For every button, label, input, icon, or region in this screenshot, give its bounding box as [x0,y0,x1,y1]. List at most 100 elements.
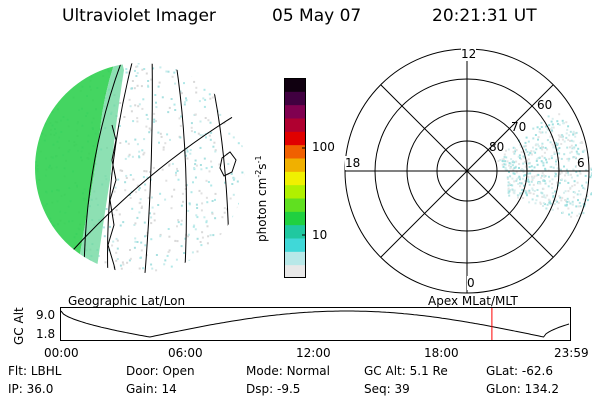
speckle [537,136,540,139]
speckle [139,198,142,201]
speckle [182,200,184,203]
speckle [76,80,79,82]
time-tick-0600: 06:00 [168,346,203,360]
speckle [572,147,575,150]
speckle [578,212,581,215]
speckle [228,132,231,135]
speckle [206,201,209,204]
speckle [104,285,106,287]
speckle [30,158,32,160]
speckle [574,191,576,194]
speckle [37,215,40,218]
speckle [193,131,196,134]
speckle [187,233,190,236]
speckle [58,268,60,271]
colorbar-segment [284,198,306,212]
speckle [59,58,61,60]
speckle [35,65,37,68]
speckle [153,118,156,121]
speckle [196,267,199,270]
speckle [183,103,186,106]
speckle [526,194,528,197]
speckle [518,163,521,165]
speckle [24,167,26,169]
speckle [168,164,171,167]
speckle [143,221,146,224]
speckle [247,72,249,74]
speckle [229,197,232,200]
speckle [528,162,531,165]
speckle [165,70,168,73]
speckle [189,285,191,287]
speckle [180,219,183,222]
speckle [553,153,556,155]
speckle [32,183,34,185]
speckle [243,247,245,250]
speckle [560,143,563,145]
speckle [31,138,33,140]
speckle [65,51,67,53]
speckle [113,190,116,193]
speckle [234,78,237,81]
speckle [134,69,136,72]
speckle [127,288,129,290]
speckle [47,259,50,262]
speckle [25,276,27,278]
speckle [243,50,245,52]
speckle [542,202,545,205]
colorbar-segment [284,264,306,278]
speckle [191,74,194,77]
speckle [140,256,142,259]
speckle [205,269,208,272]
speckle [179,136,182,139]
speckle [192,225,195,228]
speckle [49,272,52,273]
speckle [569,151,572,154]
speckle [198,100,201,103]
speckle [251,122,253,124]
speckle [94,65,97,68]
speckle [590,174,592,177]
speckle [513,189,516,192]
speckle [251,52,253,54]
speckle [553,151,556,154]
speckle [204,260,207,263]
speckle [28,240,30,242]
speckle [142,267,145,270]
speckle [185,99,188,102]
speckle [203,157,206,160]
speckle [530,153,533,156]
speckle [559,172,562,175]
speckle [37,263,40,266]
speckle [211,200,214,202]
speckle [138,211,141,214]
speckle [520,182,523,185]
speckle [75,268,78,271]
speckle [537,173,540,176]
speckle [53,104,56,106]
speckle [168,106,171,109]
speckle [526,161,529,164]
mlat-label-60: 60 [537,98,553,112]
speckle [589,176,592,179]
speckle [43,64,46,67]
speckle [199,241,202,243]
speckle [569,146,571,149]
altitude-ylabel: GC Alt [12,307,26,345]
speckle [572,132,575,135]
speckle [234,271,236,273]
speckle [35,79,37,82]
speckle [104,261,107,264]
speckle [556,148,559,151]
speckle [567,181,570,184]
speckle [524,174,527,176]
speckle [180,204,183,207]
speckle [52,235,54,238]
speckle [526,180,529,183]
speckle [26,150,28,152]
speckle [208,134,211,137]
speckle [567,190,570,193]
speckle [546,128,549,131]
speckle [243,128,245,130]
speckle [557,138,560,141]
